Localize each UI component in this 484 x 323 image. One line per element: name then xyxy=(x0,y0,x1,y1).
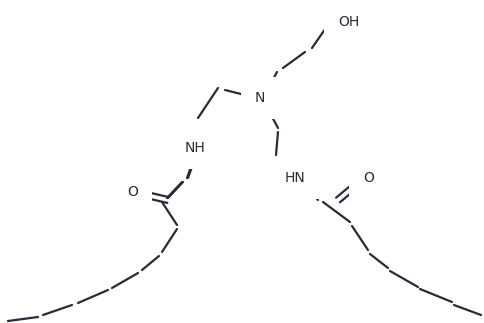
Text: O: O xyxy=(362,171,373,185)
Text: OH: OH xyxy=(337,15,359,29)
Text: O: O xyxy=(127,185,138,199)
Text: N: N xyxy=(254,91,265,105)
Text: HN: HN xyxy=(284,171,305,185)
Text: NH: NH xyxy=(184,141,205,155)
